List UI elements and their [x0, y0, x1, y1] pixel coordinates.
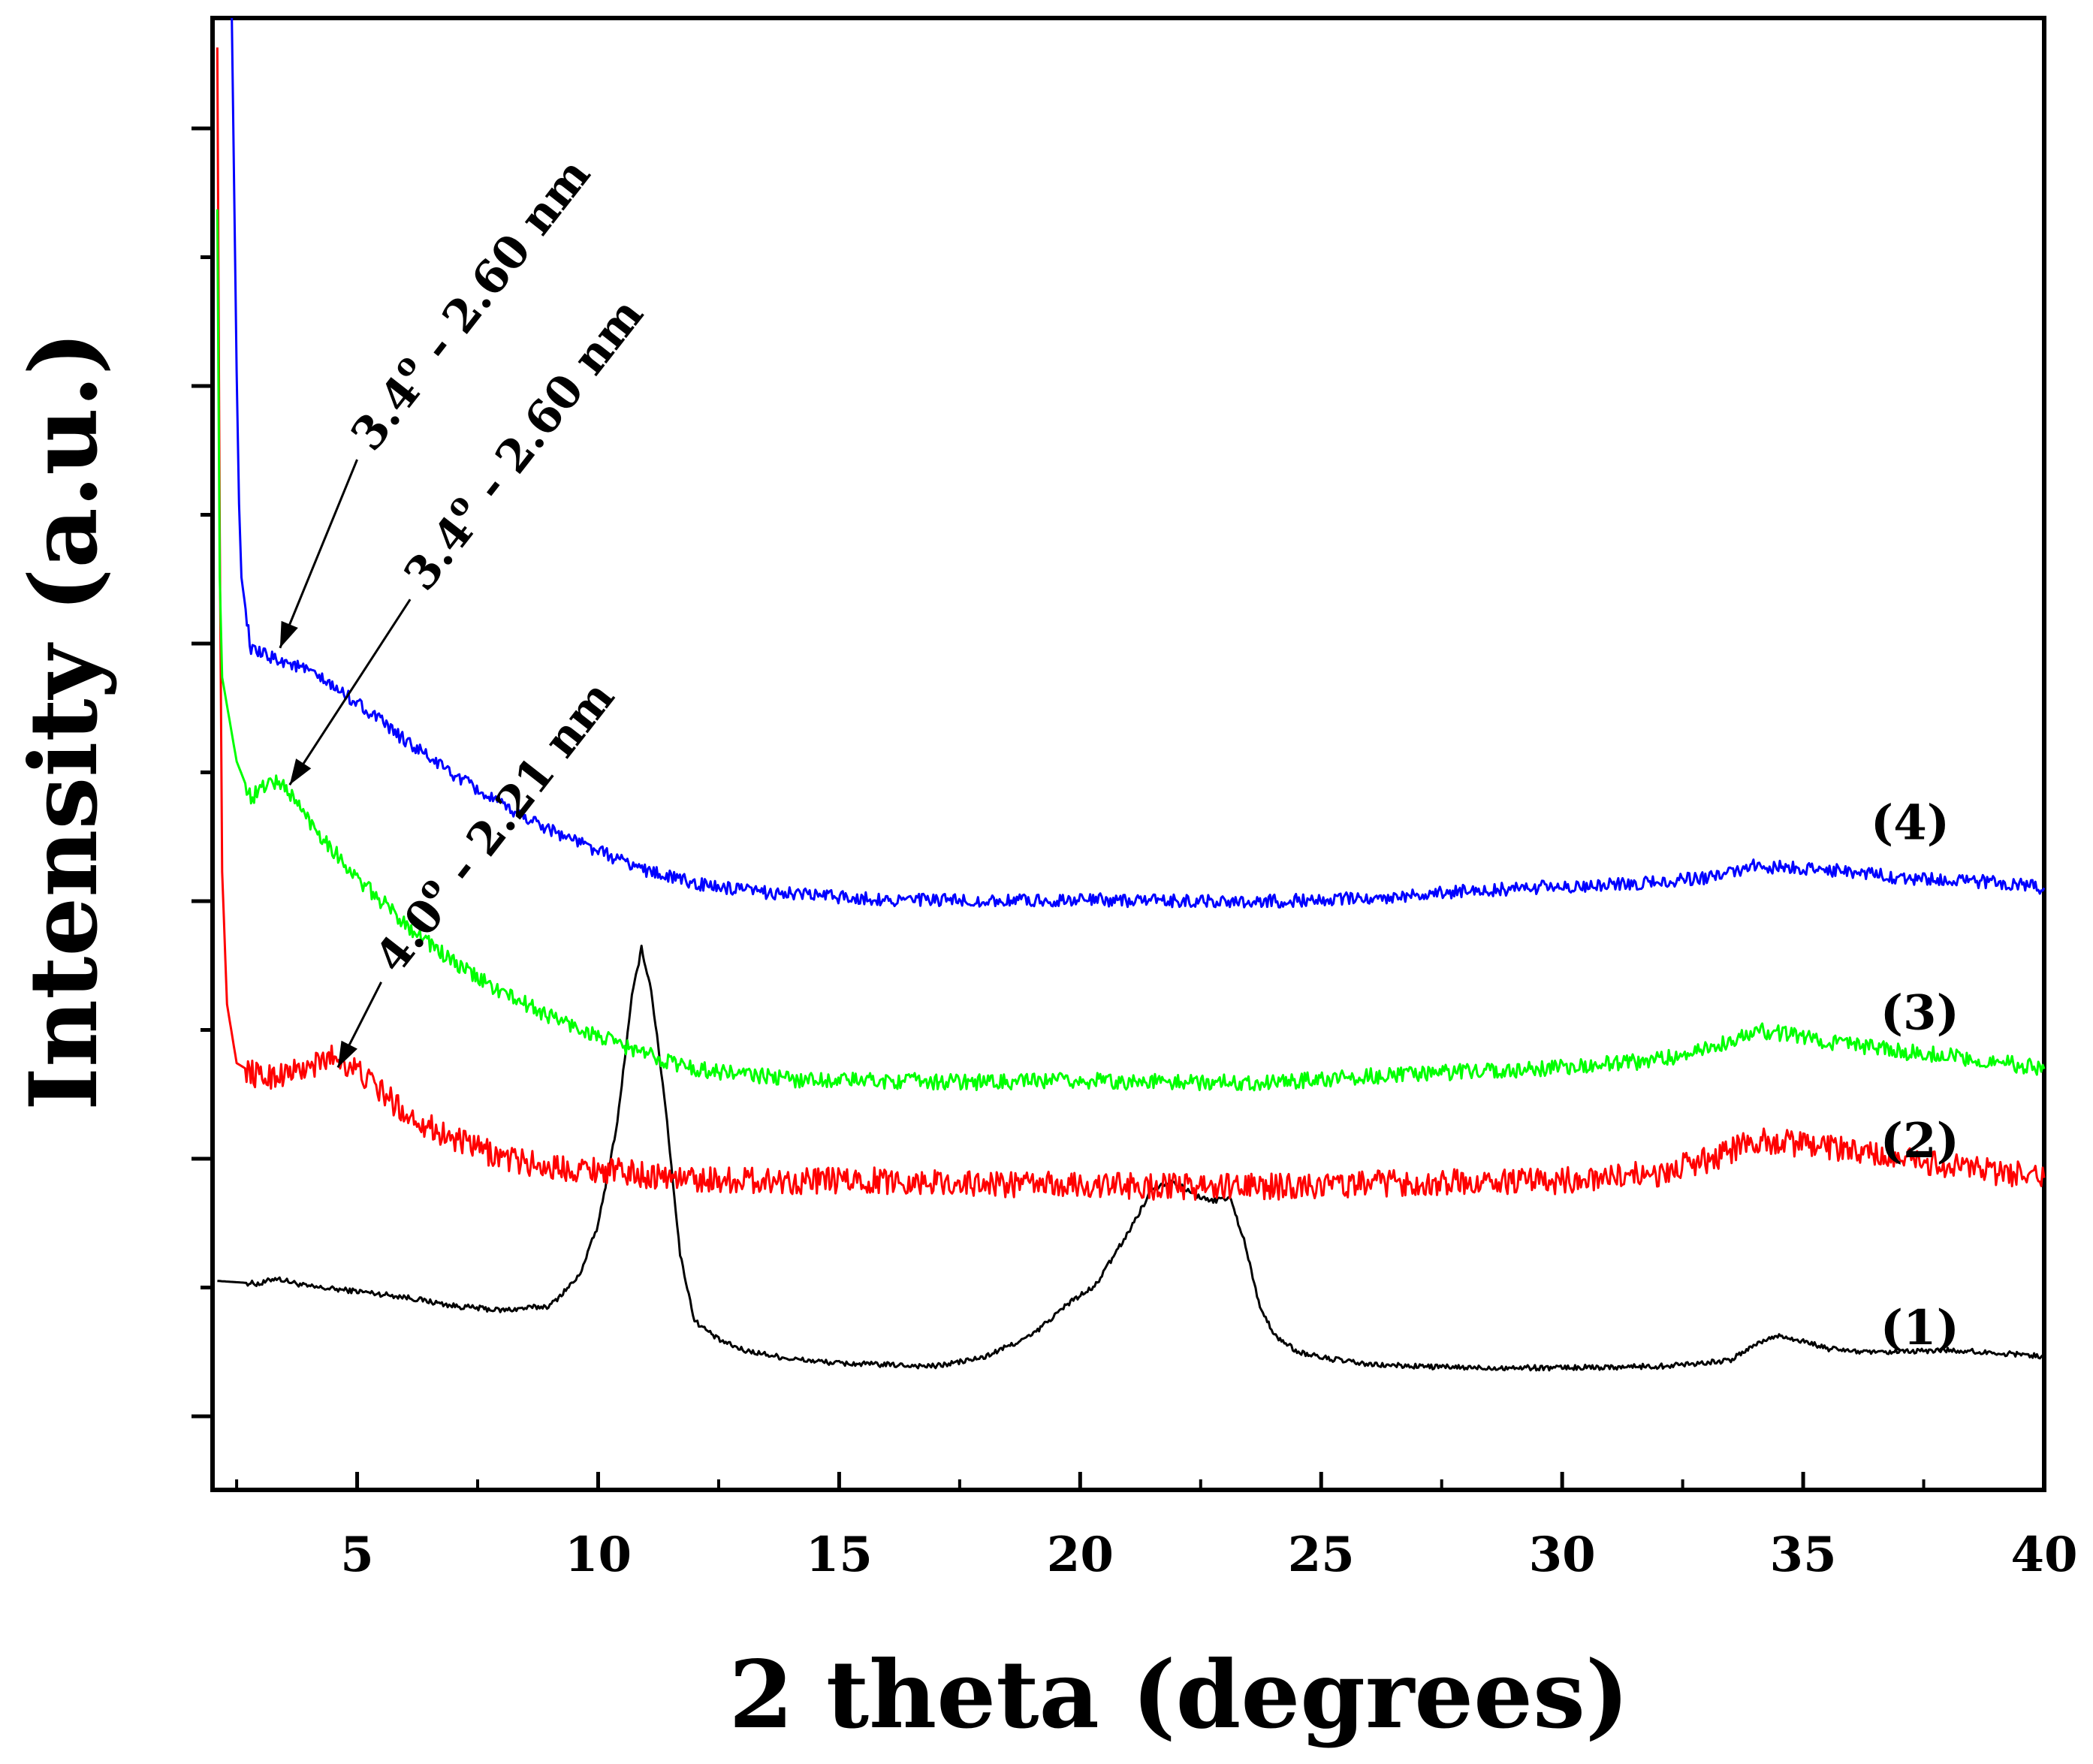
series-label-(4): (4): [1871, 795, 1950, 852]
series-label-(3): (3): [1880, 985, 1959, 1042]
x-tick-label: 30: [1529, 1527, 1596, 1583]
x-tick-label: 5: [340, 1527, 374, 1583]
annotation-text: 4.0o - 2.21 nm: [360, 668, 625, 983]
x-tick-label: 35: [1770, 1527, 1837, 1583]
x-tick-label: 25: [1288, 1527, 1355, 1583]
x-axis-ticks: 5 10 15 20 25 30 35 40: [235, 1472, 2078, 1583]
annotation-arrowhead: [289, 758, 312, 786]
annotation-arrow: [288, 599, 412, 786]
x-tick-label: 15: [806, 1527, 873, 1583]
x-tick-label: 40: [2010, 1527, 2077, 1583]
x-tick-label: 20: [1047, 1527, 1114, 1583]
series-line-3: [216, 209, 2046, 1092]
x-tick-label: 10: [565, 1527, 632, 1583]
y-axis-ticks: [192, 126, 213, 1419]
series-label-(2): (2): [1880, 1113, 1959, 1169]
series-labels: (4) (3) (2) (1): [1871, 795, 1959, 1356]
y-axis-title: Intensity (a.u.): [10, 331, 119, 1111]
series-line-4: [231, 17, 2046, 909]
annotation-arrowhead: [337, 1040, 357, 1068]
series-layer: [216, 17, 2046, 1372]
annotation-arrowhead: [279, 620, 298, 648]
series-line-1: [217, 944, 2045, 1372]
series-line-2: [216, 47, 2046, 1202]
series-label-(1): (1): [1880, 1300, 1959, 1356]
x-axis-title: 2 theta (degrees): [728, 1641, 1629, 1750]
annotations: 3.4o - 2.60 nm3.4o - 2.60 nm4.0o - 2.21 …: [279, 149, 654, 1069]
annotation-arrow: [279, 459, 358, 649]
plot-frame: [210, 16, 2046, 1492]
